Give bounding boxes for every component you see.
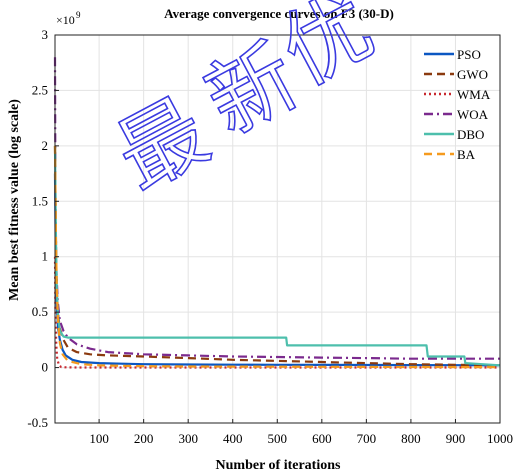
- legend: PSO GWO WMA WOA DBO BA: [424, 47, 491, 162]
- axes: [54, 34, 501, 424]
- series-line-wma: [53, 256, 500, 369]
- y-tick-label: 1: [42, 249, 49, 264]
- x-tick-label: 900: [446, 431, 466, 446]
- x-tick-label: 1000: [487, 431, 513, 446]
- y-tick-label: 2.5: [32, 82, 48, 97]
- plot-frame: [54, 34, 501, 424]
- tick-labels: 100 200 300 400 500 600 700 800 900 1000 -0.5 0 0.5 1…: [27, 27, 513, 446]
- legend-label-pso: PSO: [457, 47, 481, 62]
- x-tick-label: 300: [178, 431, 198, 446]
- x-tick-label: 200: [134, 431, 154, 446]
- series-line-ba: [53, 145, 501, 369]
- chart-title: Average convergence curves on F3 (30-D): [164, 6, 394, 21]
- legend-label-gwo: GWO: [457, 67, 488, 82]
- x-axis-title: Number of iterations: [216, 458, 341, 473]
- x-tick-label: 400: [223, 431, 243, 446]
- y-tick-label: 0.5: [32, 304, 48, 319]
- y-tick-label: -0.5: [27, 415, 48, 430]
- series-lines: [53, 57, 501, 369]
- x-tick-label: 800: [401, 431, 421, 446]
- watermark: 最新优: [100, 0, 389, 210]
- y-exponent-base: ×10: [56, 13, 75, 27]
- legend-label-dbo: DBO: [457, 127, 484, 142]
- x-tick-label: 600: [312, 431, 332, 446]
- y-tick-label: 1.5: [32, 193, 48, 208]
- watermark-char: 最: [101, 81, 224, 210]
- y-axis-title: Mean best fitness value (log scale): [7, 99, 22, 301]
- x-tick-label: 100: [89, 431, 109, 446]
- legend-label-ba: BA: [457, 147, 476, 162]
- legend-label-wma: WMA: [457, 87, 491, 102]
- series-line-woa: [53, 57, 500, 360]
- y-exponent-power: 9: [76, 10, 81, 20]
- y-tick-label: 3: [42, 27, 49, 42]
- y-tick-label: 0: [42, 360, 49, 375]
- y-tick-label: 2: [42, 138, 49, 153]
- x-tick-label: 700: [357, 431, 377, 446]
- x-tick-label: 500: [268, 431, 288, 446]
- legend-label-woa: WOA: [457, 107, 489, 122]
